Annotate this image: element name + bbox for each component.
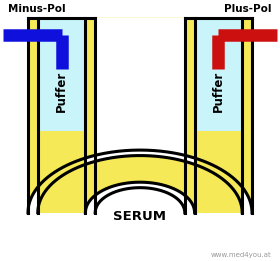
Text: SERUM: SERUM [113, 210, 167, 223]
Bar [195, 130, 242, 213]
Bar [38, 130, 85, 213]
Text: www.med4you.at: www.med4you.at [211, 252, 272, 258]
Text: Puffer: Puffer [55, 71, 68, 112]
Polygon shape [95, 18, 185, 213]
Bar [38, 18, 85, 130]
Polygon shape [38, 130, 242, 213]
Text: Minus-Pol: Minus-Pol [8, 4, 66, 14]
Text: Puffer: Puffer [212, 71, 225, 112]
Polygon shape [28, 18, 252, 213]
Text: Plus-Pol: Plus-Pol [224, 4, 272, 14]
Bar [195, 18, 242, 130]
